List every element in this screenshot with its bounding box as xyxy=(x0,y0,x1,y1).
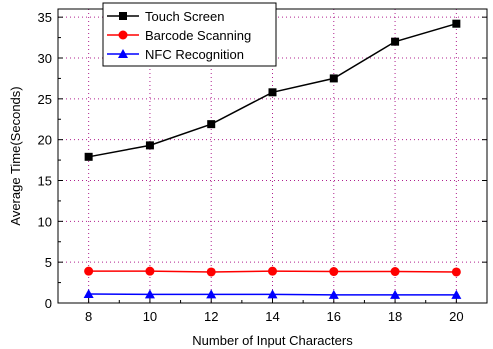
y-tick-label-15: 15 xyxy=(38,174,52,189)
data-point-touch-screen-20 xyxy=(452,19,461,28)
y-tick-label-25: 25 xyxy=(38,92,52,107)
data-point-barcode-scanning-16 xyxy=(329,267,339,277)
data-point-touch-screen-18 xyxy=(391,37,400,46)
data-point-barcode-scanning-20 xyxy=(451,267,461,277)
data-point-touch-screen-14 xyxy=(268,88,277,97)
x-tick-label-18: 18 xyxy=(388,309,402,324)
data-point-barcode-scanning-12 xyxy=(206,267,216,277)
data-point-nfc-recognition-16 xyxy=(328,289,339,299)
legend-marker-barcode-scanning xyxy=(118,30,128,40)
data-point-nfc-recognition-14 xyxy=(267,289,278,299)
y-tick-label-5: 5 xyxy=(45,255,52,270)
data-point-touch-screen-12 xyxy=(207,120,216,129)
x-tick-label-16: 16 xyxy=(327,309,341,324)
legend-marker-touch-screen xyxy=(119,12,127,20)
legend-label-barcode-scanning: Barcode Scanning xyxy=(145,28,251,43)
x-axis-title: Number of Input Characters xyxy=(192,333,353,348)
x-tick-label-12: 12 xyxy=(204,309,218,324)
axis-ticks: 8 10 12 14 16 18 20 0 5 10 15 20 25 30 35 xyxy=(38,10,488,324)
series-layer xyxy=(83,19,462,299)
legend-marker-nfc-recognition xyxy=(118,49,128,58)
data-point-touch-screen-16 xyxy=(329,74,338,83)
data-point-barcode-scanning-14 xyxy=(268,266,277,276)
legend-label-touch-screen: Touch Screen xyxy=(145,9,225,24)
data-point-barcode-scanning-8 xyxy=(84,266,94,276)
data-point-nfc-recognition-10 xyxy=(144,289,155,299)
y-tick-label-20: 20 xyxy=(38,133,52,148)
data-point-nfc-recognition-18 xyxy=(390,289,401,299)
legend: Touch Screen Barcode Scanning NFC Recognit… xyxy=(102,2,277,67)
data-point-nfc-recognition-8 xyxy=(83,289,94,299)
y-tick-label-35: 35 xyxy=(38,10,52,25)
data-point-barcode-scanning-18 xyxy=(390,267,400,277)
legend-label-nfc-recognition: NFC Recognition xyxy=(145,47,244,62)
y-axis-title: Average Time(Seconds) xyxy=(8,86,23,225)
y-tick-label-10: 10 xyxy=(38,214,52,229)
y-tick-label-30: 30 xyxy=(38,51,52,66)
data-point-touch-screen-8 xyxy=(84,152,93,161)
data-point-barcode-scanning-10 xyxy=(145,266,155,276)
x-tick-label-20: 20 xyxy=(449,309,463,324)
y-tick-label-0: 0 xyxy=(45,296,52,311)
data-point-nfc-recognition-12 xyxy=(206,289,217,299)
data-point-nfc-recognition-20 xyxy=(451,289,462,299)
data-point-touch-screen-10 xyxy=(145,141,154,150)
x-tick-label-14: 14 xyxy=(265,309,279,324)
x-tick-label-10: 10 xyxy=(143,309,157,324)
x-tick-label-8: 8 xyxy=(85,309,92,324)
